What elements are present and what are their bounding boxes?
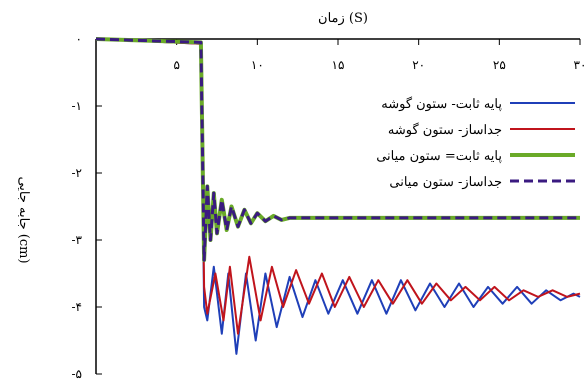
series-line-2 xyxy=(95,38,581,335)
legend: پایه ثابت- ستون گوشه جداساز- ستون گوشه پای… xyxy=(376,96,575,190)
x-tick-label: ۱۰ xyxy=(251,58,264,72)
y-tick-label: -۵ xyxy=(72,367,83,381)
y-tick-label: -۳ xyxy=(72,233,83,247)
legend-label: جداساز- ستون گوشه xyxy=(388,122,502,138)
x-tick-label: ۱۵ xyxy=(332,58,345,72)
y-tick-label: -۱ xyxy=(72,99,83,113)
x-tick-label: ۲۵ xyxy=(493,58,506,72)
y-tick-label: ۰ xyxy=(76,32,82,46)
series-line-1 xyxy=(95,38,581,355)
series-line-4 xyxy=(95,37,580,262)
plot-area: ۵ ۱۰ ۱۵ ۲۰ ۲۵ ۳۰ ۰ -۱ -۲ -۳ -۴ -۵ پایه ثابت- ستون گو… xyxy=(72,32,584,381)
series-line-3 xyxy=(95,37,580,263)
legend-label: پایه ثابت= ستون میانی xyxy=(376,149,502,164)
x-tick-label: ۵ xyxy=(173,58,179,72)
x-tick-label: ۳۰ xyxy=(574,58,584,72)
legend-label: جداساز- ستون میانی xyxy=(389,175,502,190)
y-axis-title: جابه جایی (cm) xyxy=(16,176,31,263)
x-axis-title: زمان (S) xyxy=(318,11,368,26)
y-tick-label: -۲ xyxy=(72,166,83,180)
x-tick-label: ۲۰ xyxy=(412,58,425,72)
legend-label: پایه ثابت- ستون گوشه xyxy=(381,96,502,112)
y-tick-label: -۴ xyxy=(72,300,83,314)
